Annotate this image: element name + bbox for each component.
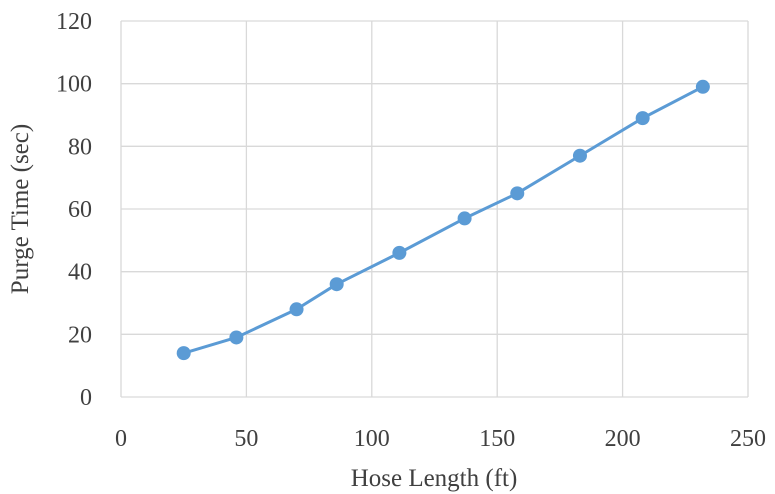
data-point	[176, 346, 191, 361]
y-tick-labels: 0 20 40 60 80 100 120	[56, 9, 92, 411]
y-tick-label: 120	[56, 9, 92, 35]
x-tick-label: 100	[354, 426, 390, 452]
x-axis-title: Hose Length (ft)	[351, 465, 518, 492]
x-tick-label: 250	[730, 426, 766, 452]
data-point	[289, 302, 304, 317]
data-point	[392, 245, 407, 260]
data-point	[229, 330, 244, 345]
series-line	[182, 85, 705, 355]
y-axis-title: Purge Time (sec)	[7, 124, 34, 294]
data-point	[510, 186, 525, 201]
series-group	[176, 79, 710, 361]
data-point	[329, 277, 344, 292]
x-tick-labels: 0 50 100 150 200 250	[115, 426, 766, 452]
y-tick-label: 100	[56, 72, 92, 98]
data-point	[572, 148, 587, 163]
x-tick-label: 150	[479, 426, 515, 452]
y-tick-label: 20	[68, 322, 92, 348]
y-tick-label: 60	[68, 197, 92, 223]
y-tick-label: 0	[80, 385, 92, 411]
data-point	[635, 111, 650, 126]
data-point	[457, 211, 472, 226]
y-tick-label: 40	[68, 260, 92, 286]
x-tick-label: 200	[605, 426, 641, 452]
y-tick-label: 80	[68, 134, 92, 160]
x-tick-label: 0	[115, 426, 127, 452]
gridlines	[120, 20, 749, 398]
x-tick-label: 50	[234, 426, 258, 452]
data-point	[695, 79, 710, 94]
